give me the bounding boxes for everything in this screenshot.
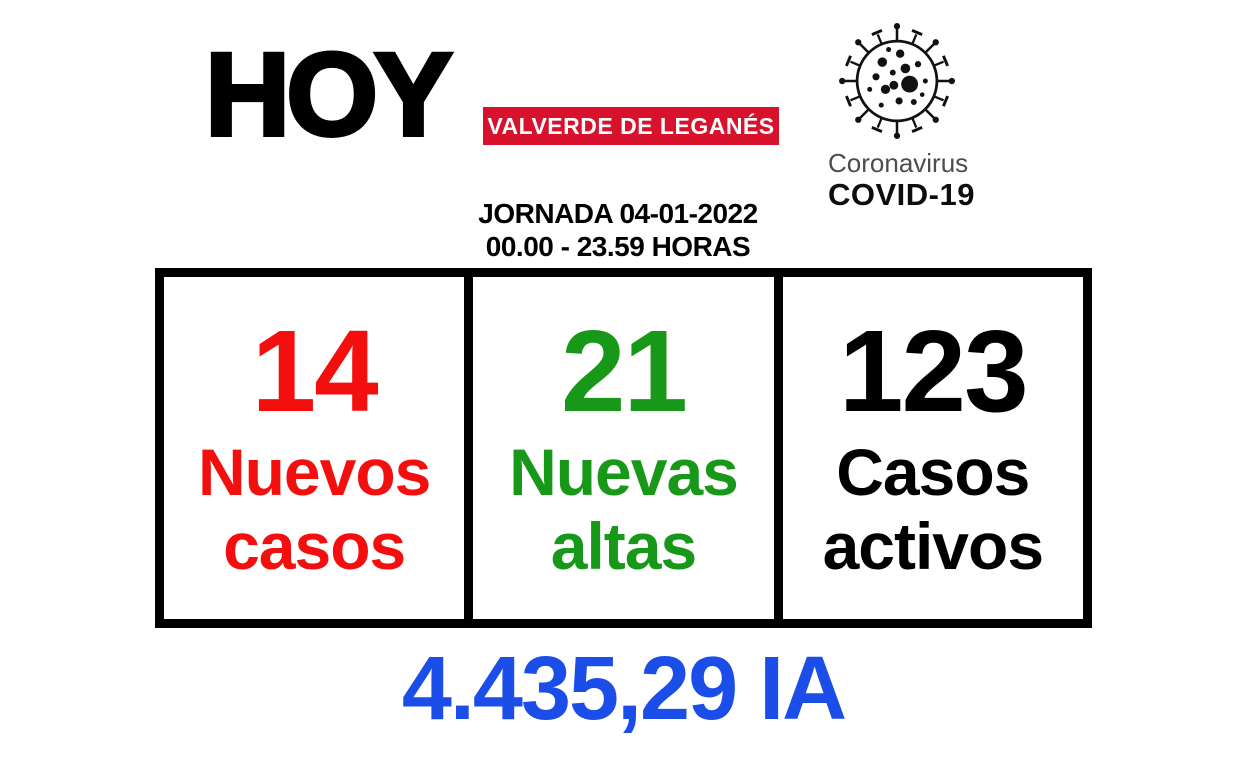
coronavirus-icon (837, 21, 957, 141)
incidence-value: 4.435,29 IA (401, 639, 847, 739)
location-badge: VALVERDE DE LEGANÉS (483, 107, 779, 145)
stat-label-line1: Casos (836, 434, 1030, 509)
stat-cell-nuevos-casos: 14 Nuevos casos (164, 277, 474, 619)
location-badge-label: VALVERDE DE LEGANÉS (487, 112, 775, 139)
jornada-date: JORNADA 04-01-2022 (478, 198, 758, 229)
hoy-logo: HOY (203, 29, 455, 161)
stat-label-line1: Nuevos (197, 434, 431, 509)
stat-value-casos-activos: 123 (839, 306, 1029, 437)
stats-table: 14 Nuevos casos 21 Nuevas altas 123 Caso… (155, 268, 1092, 628)
covid19-label: COVID-19 (828, 177, 975, 212)
stat-value-nuevas-altas: 21 (560, 306, 688, 437)
stat-label-line2: casos (223, 509, 406, 584)
coronavirus-label: Coronavirus (828, 148, 969, 178)
stat-label-line2: altas (550, 509, 697, 584)
stat-value-nuevos-casos: 14 (251, 306, 379, 437)
stat-cell-nuevas-altas: 21 Nuevas altas (473, 277, 783, 619)
jornada-block: JORNADA 04-01-2022 00.00 - 23.59 HORAS (418, 197, 818, 263)
stat-label-line2: activos (822, 509, 1044, 584)
covid-branding: Coronavirus COVID-19 (826, 18, 986, 212)
stat-label-line1: Nuevas (509, 434, 739, 509)
stat-cell-casos-activos: 123 Casos activos (782, 277, 1083, 619)
jornada-hours: 00.00 - 23.59 HORAS (485, 231, 751, 262)
